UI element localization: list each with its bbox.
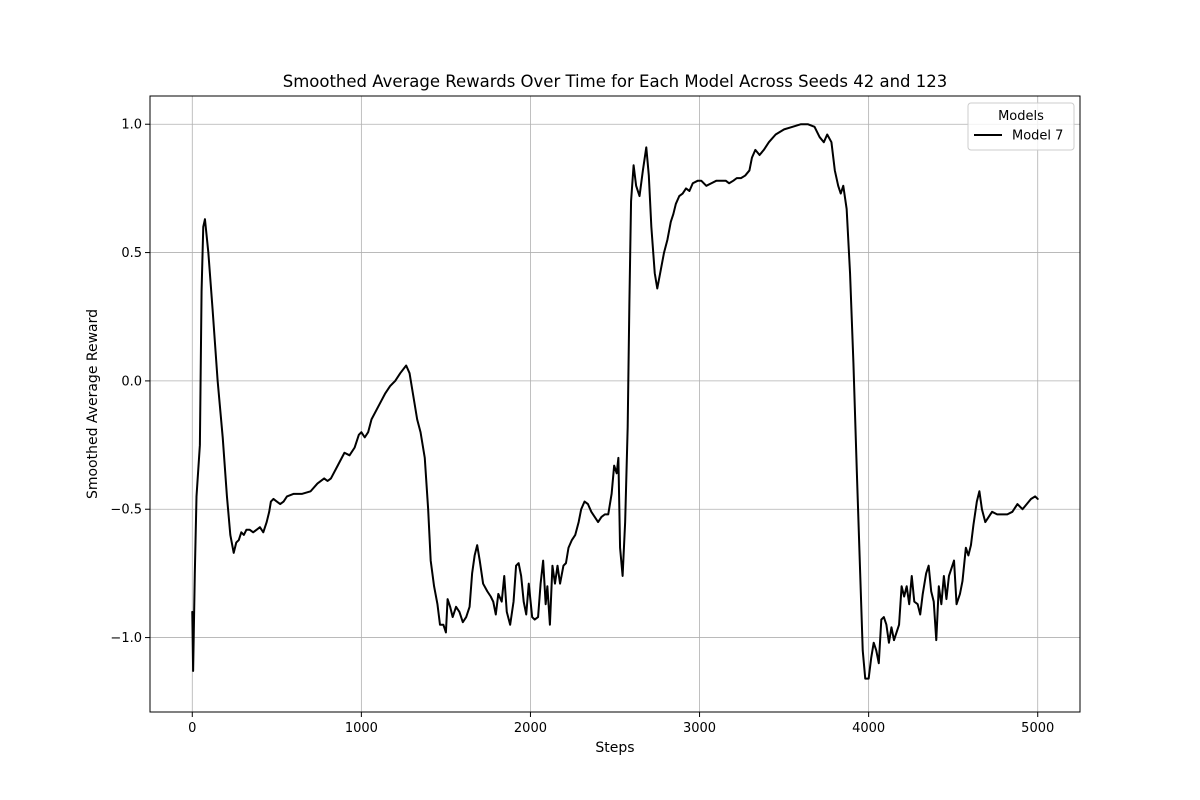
y-tick-label: −1.0: [110, 631, 142, 646]
grid-lines: [150, 96, 1080, 712]
legend-title: Models: [998, 109, 1044, 124]
x-axis-ticks: 0 1000 2000 3000 4000 5000: [188, 712, 1054, 736]
plot-area-frame: [149, 95, 1081, 713]
y-axis-ticks: −1.0 −0.5 0.0 0.5 1.0: [110, 118, 150, 646]
legend-entries: Model 7: [974, 129, 1063, 144]
legend-box: [967, 102, 1075, 151]
x-tick-label: 5000: [1021, 721, 1054, 736]
y-tick-label: 1.0: [121, 118, 142, 133]
series-line-0: [191, 123, 1039, 680]
x-tick-label: 3000: [683, 721, 716, 736]
series-lines: [191, 123, 1039, 680]
x-tick-label: 1000: [345, 721, 378, 736]
y-tick-label: 0.0: [121, 374, 142, 389]
chart-title: Smoothed Average Rewards Over Time for E…: [283, 72, 948, 91]
x-tick-label: 4000: [852, 721, 885, 736]
y-axis-label: Smoothed Average Reward: [85, 309, 101, 499]
y-tick-label: −0.5: [110, 503, 142, 518]
x-tick-label: 0: [188, 721, 196, 736]
legend-label: Model 7: [1012, 129, 1063, 144]
x-axis-label: Steps: [595, 740, 634, 756]
x-tick-label: 2000: [514, 721, 547, 736]
legend: Models Model 7: [967, 102, 1075, 151]
y-tick-label: 0.5: [121, 246, 142, 261]
